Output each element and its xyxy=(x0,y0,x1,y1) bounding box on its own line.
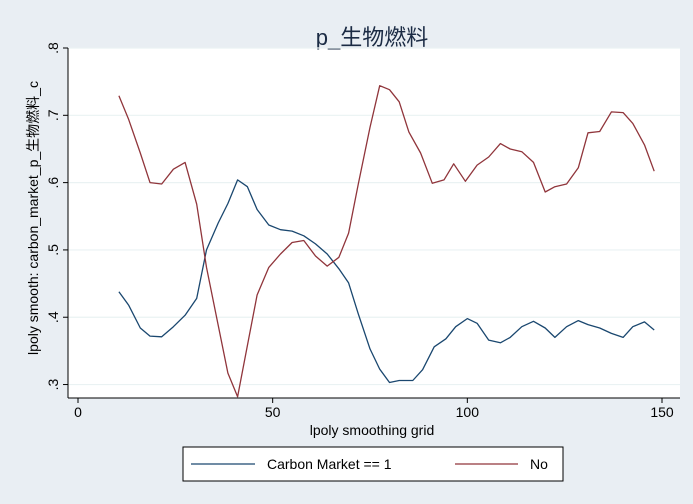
legend: Carbon Market == 1 No xyxy=(182,446,564,482)
y-tick-label: .6 xyxy=(45,177,61,189)
chart-title: p_生物燃料 xyxy=(316,25,428,50)
y-ticks: .3 .4 .5 .6 .7 .8 xyxy=(45,42,68,390)
series-lines xyxy=(118,85,655,398)
y-tick-label: .8 xyxy=(45,42,61,54)
y-tick-label: .5 xyxy=(45,244,61,256)
legend-label-no: No xyxy=(530,456,548,472)
x-tick-label: 0 xyxy=(74,404,82,420)
y-tick-label: .3 xyxy=(45,378,61,390)
x-ticks: 0 50 100 150 xyxy=(74,398,674,420)
gridlines xyxy=(68,47,680,386)
series-line-1 xyxy=(118,85,655,398)
x-tick-label: 50 xyxy=(265,404,281,420)
plot-area xyxy=(68,48,680,398)
x-tick-label: 100 xyxy=(456,404,480,420)
x-axis-label: lpoly smoothing grid xyxy=(310,422,435,438)
y-tick-label: .4 xyxy=(45,311,61,323)
y-tick-label: .7 xyxy=(45,109,61,121)
y-axis-label: lpoly smooth: carbon_market_p_生物燃料_c xyxy=(25,81,41,355)
x-tick-label: 150 xyxy=(650,404,674,420)
series-line-0 xyxy=(118,179,655,384)
legend-label-carbon-market: Carbon Market == 1 xyxy=(267,456,392,472)
